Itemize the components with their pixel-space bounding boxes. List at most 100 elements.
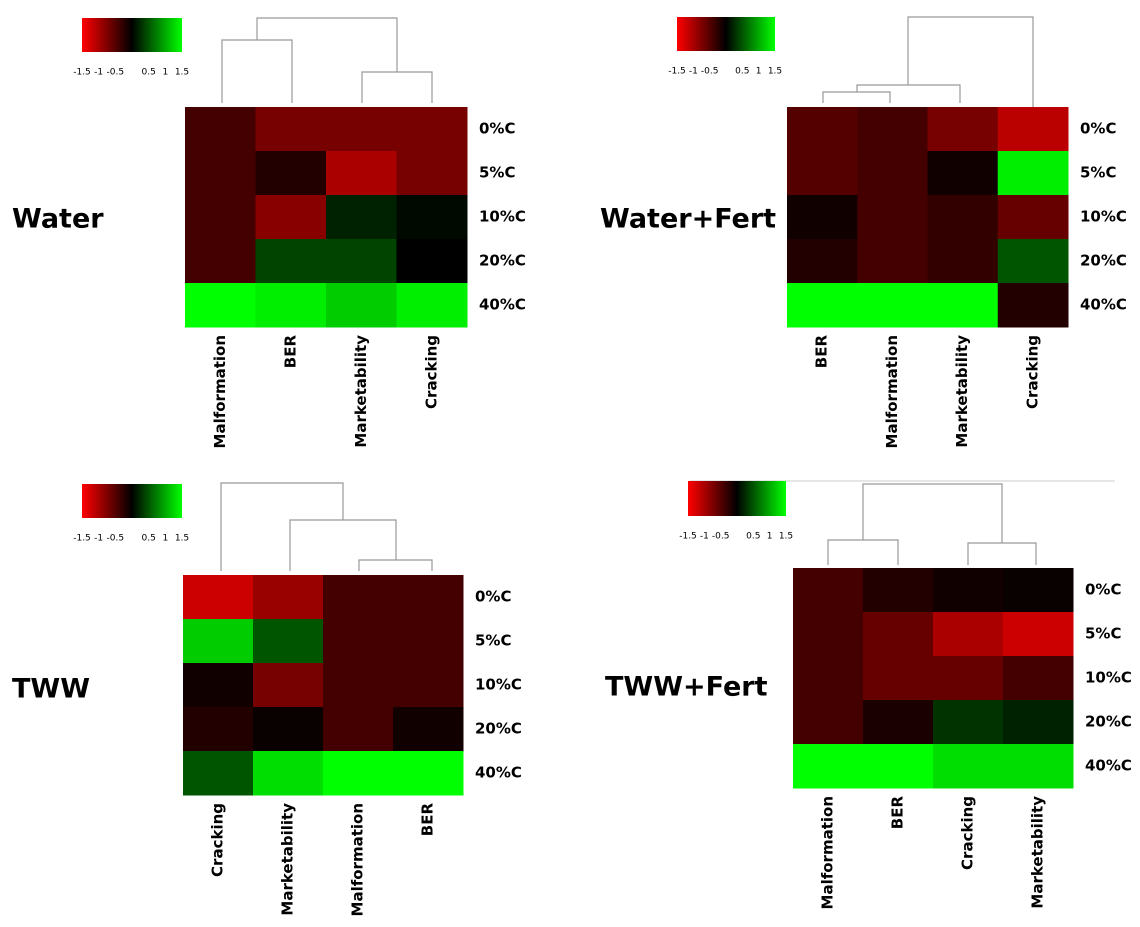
heatmap-cell — [393, 707, 464, 752]
heatmap-cell — [326, 283, 397, 328]
row-label: 10%C — [475, 676, 522, 694]
heatmap-cell — [933, 700, 1004, 745]
colorbar-tick-label: 1.5 — [768, 67, 782, 77]
panel-title: TWW+Fert — [605, 672, 768, 703]
colorbar — [677, 17, 775, 51]
heatmap-cell — [323, 575, 394, 620]
heatmap-cell — [863, 612, 934, 657]
heatmap-cell — [1003, 656, 1074, 701]
colorbar — [82, 484, 182, 518]
colorbar — [688, 481, 786, 516]
heatmap-cell — [323, 707, 394, 752]
heatmap-cell — [323, 619, 394, 664]
heatmap-cell — [393, 575, 464, 620]
colorbar-tick-label: -0.5 — [107, 68, 125, 78]
heatmap-cell — [255, 195, 327, 240]
heatmap-cell — [183, 751, 254, 796]
heatmap-cell — [255, 107, 327, 152]
heatmap-cell — [185, 195, 256, 240]
column-label: Malformation — [883, 335, 901, 448]
heatmap-cell — [787, 283, 858, 328]
colorbar-tick-label: -1.5 — [668, 67, 686, 77]
heatmap-cell — [393, 663, 464, 708]
dendrogram — [220, 482, 433, 571]
column-label: Marketability — [279, 803, 297, 916]
row-label: 5%C — [475, 632, 511, 650]
heatmap-cell — [997, 195, 1069, 240]
heatmap-cell — [863, 700, 934, 745]
row-label: 20%C — [1085, 713, 1132, 731]
heatmap-cell — [857, 239, 928, 284]
column-label: Cracking — [422, 335, 440, 409]
panel-title: Water — [12, 204, 104, 235]
heatmap-cell — [793, 656, 864, 701]
heatmap-cell — [253, 619, 324, 664]
heatmap-cell — [1003, 700, 1074, 745]
heatmap-cell — [793, 700, 864, 745]
row-label: 0%C — [475, 588, 511, 606]
colorbar-tick-label: 0.5 — [142, 68, 156, 78]
colorbar-tick-label: -1 — [700, 532, 709, 542]
heatmap-cell — [393, 751, 464, 796]
colorbar-tick-label: 1 — [756, 67, 762, 77]
heatmap-cell — [1003, 744, 1074, 789]
heatmap-cell — [185, 283, 256, 328]
row-label: 40%C — [479, 296, 526, 314]
heatmap-cell — [997, 283, 1069, 328]
column-label: BER — [281, 335, 299, 369]
column-label: BER — [419, 803, 437, 837]
heatmap-cell — [396, 195, 468, 240]
heatmap-cell — [1003, 612, 1074, 657]
heatmap-cell — [323, 751, 394, 796]
heatmap-cell — [185, 151, 256, 196]
heatmap-cell — [396, 239, 468, 284]
heatmap-cell — [326, 195, 397, 240]
column-label: Cracking — [209, 803, 227, 877]
colorbar-tick-label: 1.5 — [779, 532, 793, 542]
colorbar-tick-label: 0.5 — [142, 534, 156, 544]
row-label: 20%C — [479, 252, 526, 270]
row-label: 40%C — [475, 764, 522, 782]
heatmap-cell — [1003, 568, 1074, 613]
heatmap-cell — [396, 107, 468, 152]
heatmap-cell — [933, 568, 1004, 613]
dendrogram — [221, 17, 433, 103]
column-label: Cracking — [1023, 335, 1041, 409]
heatmap-cell — [183, 707, 254, 752]
colorbar-tick-label: -1.5 — [73, 534, 91, 544]
colorbar-tick-label: 1 — [767, 532, 773, 542]
heatmap-cell — [393, 619, 464, 664]
row-label: 5%C — [1085, 625, 1121, 643]
heatmap-cell — [183, 619, 254, 664]
heatmap-cell — [787, 195, 858, 240]
colorbar-tick-label: -1 — [689, 67, 698, 77]
heatmap-cell — [997, 107, 1069, 152]
heatmap-cell — [396, 283, 468, 328]
colorbar-tick-label: 1 — [162, 68, 168, 78]
column-label: Marketability — [1029, 796, 1047, 909]
row-label: 10%C — [1080, 208, 1127, 226]
row-label: 0%C — [1085, 581, 1121, 599]
heatmap-cell — [253, 663, 324, 708]
row-label: 10%C — [1085, 669, 1132, 687]
panel-title: TWW — [12, 674, 90, 705]
colorbar-tick-label: 0.5 — [746, 532, 760, 542]
heatmap-cell — [933, 612, 1004, 657]
row-label: 5%C — [1080, 164, 1116, 182]
heatmap-cell — [927, 151, 999, 196]
heatmap-cell — [997, 239, 1069, 284]
heatmap-cell — [857, 151, 928, 196]
heatmap-cell — [787, 107, 858, 152]
column-label: Marketability — [352, 335, 370, 448]
column-label: Malformation — [211, 335, 229, 448]
colorbar-tick-label: -0.5 — [701, 67, 719, 77]
heatmap-cell — [793, 612, 864, 657]
colorbar-tick-label: 1.5 — [175, 68, 189, 78]
colorbar-tick-label: -1 — [94, 68, 103, 78]
column-label: BER — [889, 796, 907, 830]
column-label: Marketability — [953, 335, 971, 448]
colorbar-tick-label: -0.5 — [712, 532, 730, 542]
heatmap-cell — [997, 151, 1069, 196]
row-label: 40%C — [1085, 757, 1132, 775]
colorbar-tick-label: -1 — [94, 534, 103, 544]
